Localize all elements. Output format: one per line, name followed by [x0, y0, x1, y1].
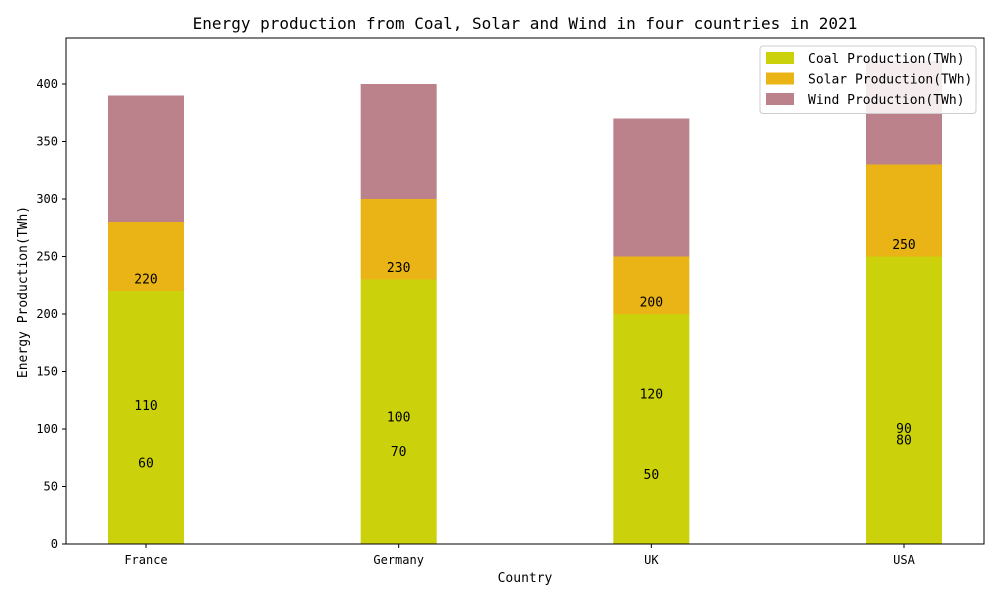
- y-tick-label: 200: [36, 307, 58, 321]
- plot-frame: [65, 37, 985, 545]
- y-tick-label: 150: [36, 365, 58, 379]
- y-tick-label: 100: [36, 422, 58, 436]
- data-label: 220: [134, 273, 157, 288]
- data-label: 230: [387, 261, 410, 276]
- data-label: 90: [896, 422, 912, 437]
- y-tick-label: 300: [36, 192, 58, 206]
- bar-usa-coal: [866, 256, 942, 544]
- bar-france-solar: [108, 222, 184, 291]
- bar-uk-coal: [613, 314, 690, 544]
- axes-layer: 0 50 100 150 200 250 300 350 400 France Germany UK U…: [36, 37, 985, 567]
- bar-usa-solar: [866, 164, 942, 257]
- legend: Coal Production(TWh) Solar Production(TWh…: [759, 45, 977, 114]
- x-tick-label: USA: [893, 553, 915, 567]
- data-label: 60: [138, 457, 154, 472]
- x-axis-label: Country: [498, 571, 553, 586]
- bar-france-coal: [108, 291, 184, 544]
- bar-uk-wind: [613, 118, 690, 257]
- x-tick-label: France: [124, 553, 167, 567]
- bar-france-wind: [108, 95, 184, 222]
- legend-label: Coal Production(TWh): [808, 52, 965, 67]
- y-tick-label: 400: [36, 77, 58, 91]
- data-label: 120: [640, 388, 663, 403]
- x-tick-label: UK: [644, 553, 659, 567]
- bars-layer: [108, 61, 942, 544]
- legend-label: Wind Production(TWh): [808, 93, 965, 108]
- y-tick-label: 350: [36, 135, 58, 149]
- data-label: 50: [644, 468, 660, 483]
- data-label: 100: [387, 411, 410, 426]
- legend-box: [759, 45, 977, 114]
- bar-uk-solar: [613, 256, 690, 314]
- data-label: 200: [640, 296, 663, 311]
- y-tick-label: 50: [44, 480, 58, 494]
- y-axis-label: Energy Production(TWh): [16, 206, 31, 378]
- bar-germany-wind: [360, 84, 437, 199]
- legend-swatch: [766, 93, 794, 105]
- x-tick-label: Germany: [373, 553, 424, 567]
- legend-label: Solar Production(TWh): [808, 73, 972, 88]
- bar-germany-coal: [360, 279, 437, 544]
- chart-title: Energy production from Coal, Solar and W…: [193, 14, 858, 33]
- data-label: 80: [896, 434, 912, 449]
- data-label: 110: [134, 399, 157, 414]
- legend-swatch: [766, 72, 794, 85]
- legend-swatch: [766, 52, 794, 64]
- y-tick-label: 250: [36, 250, 58, 264]
- data-label: 250: [892, 238, 915, 253]
- data-label: 70: [391, 445, 407, 460]
- bar-germany-solar: [360, 199, 437, 280]
- y-tick-label: 0: [51, 537, 58, 551]
